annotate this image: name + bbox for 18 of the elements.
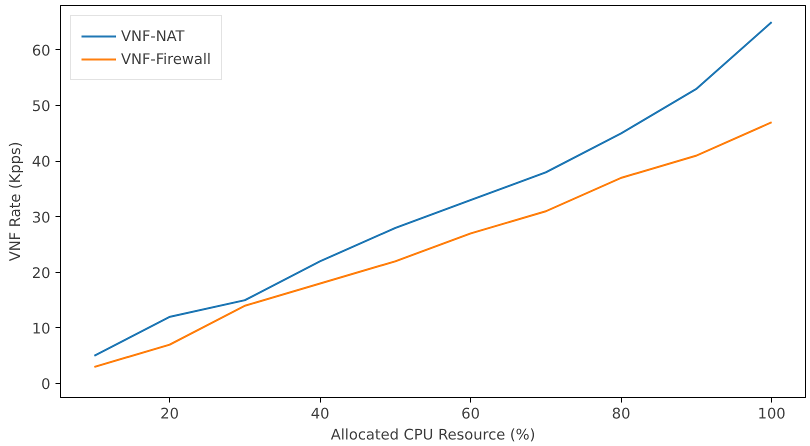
legend-label: VNF-Firewall — [121, 50, 211, 68]
y-tick-label: 20 — [32, 264, 51, 282]
x-tick-label: 40 — [310, 406, 330, 422]
y-axis-title: VNF Rate (Kpps) — [6, 142, 24, 262]
x-axis-title: Allocated CPU Resource (%) — [330, 426, 536, 444]
y-tick-label: 0 — [41, 376, 51, 394]
line-series — [93, 21, 773, 357]
y-tick-label: 40 — [32, 154, 51, 171]
legend-label: VNF-NAT — [121, 28, 185, 44]
y-tick-label: 30 — [32, 209, 51, 226]
y-tick-label: 10 — [32, 320, 51, 338]
x-tick-label: 20 — [160, 406, 179, 422]
x-tick-label: 100 — [758, 406, 786, 422]
y-tick-label: 60 — [32, 42, 51, 60]
line-series — [93, 121, 773, 368]
x-tick-label: 60 — [461, 406, 480, 422]
x-tick-label: 80 — [612, 406, 630, 422]
y-tick-label: 50 — [32, 98, 51, 116]
